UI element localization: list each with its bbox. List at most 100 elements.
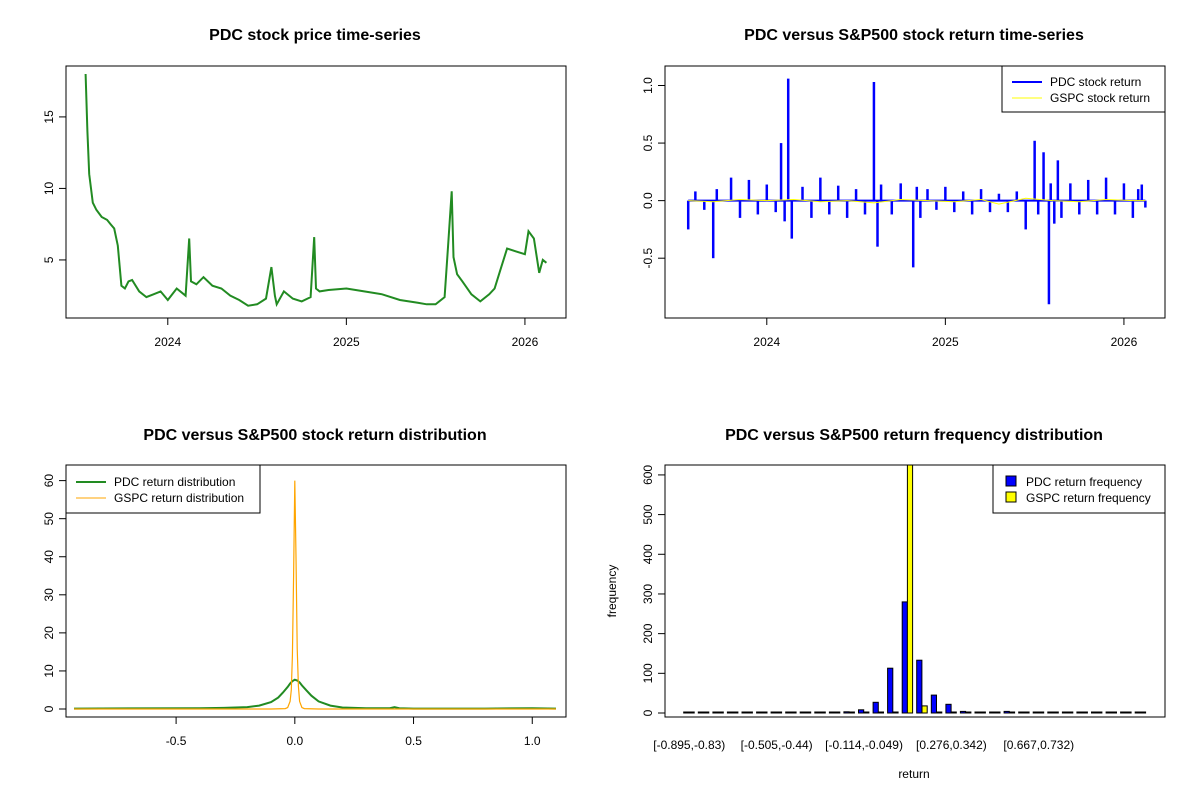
- pdc-frequency-bar: [1091, 711, 1098, 714]
- gspc-frequency-bar: [1139, 711, 1147, 714]
- pdc-frequency-bar: [697, 711, 704, 714]
- distribution-y-tick-label-0: 0: [42, 705, 56, 712]
- return-ts-x-axis: 2024 2025 2026: [753, 318, 1138, 349]
- pdc-frequency-bar: [712, 711, 719, 714]
- pdc-frequency-bar: [741, 711, 748, 714]
- panel-distribution: PDC versus S&P500 stock return distribut…: [42, 427, 567, 748]
- gspc-frequency-bar: [936, 711, 943, 714]
- return-ts-chart-title: PDC versus S&P500 stock return time-seri…: [744, 27, 1084, 44]
- gspc-frequency-bar: [1052, 711, 1059, 714]
- frequency-x-tick-label-0: [-0.895,-0.83): [653, 738, 725, 752]
- return-ts-y-tick-label-0: -0.5: [641, 248, 655, 269]
- pdc-frequency-bar: [828, 711, 836, 714]
- distribution-legend-box: [65, 464, 261, 514]
- frequency-y-axis: 0 100 200 300 400 500 600: [641, 465, 665, 716]
- pdc-frequency-bar: [1120, 711, 1127, 714]
- pdc-frequency-bar: [843, 711, 850, 714]
- gspc-frequency-bar: [979, 711, 986, 714]
- gspc-frequency-bar: [906, 464, 914, 714]
- gspc-frequency-bar: [848, 711, 855, 714]
- distribution-y-axis: 0 10 20 30 40 50 60: [42, 474, 66, 712]
- distribution-y-tick-label-4: 40: [42, 550, 56, 564]
- gspc-frequency-bar: [746, 711, 753, 714]
- frequency-x-tick-label-4: [0.667,0.732): [1003, 738, 1074, 752]
- gspc-frequency-bar: [688, 711, 695, 714]
- gspc-frequency-bar: [732, 711, 739, 714]
- frequency-y-tick-label-1: 100: [641, 663, 655, 683]
- pdc-frequency-bar: [945, 703, 952, 714]
- return-ts-series: [686, 78, 1147, 305]
- frequency-legend-box: [992, 464, 1166, 514]
- distribution-x-tick-label-3: 1.0: [524, 734, 541, 748]
- frequency-y-tick-label-3: 300: [641, 584, 655, 604]
- distribution-chart-title: PDC versus S&P500 stock return distribut…: [143, 427, 486, 444]
- gspc-frequency-bar: [717, 711, 724, 714]
- pdc-density-line: [73, 678, 557, 710]
- return-ts-legend: PDC stock return GSPC stock return: [1001, 65, 1166, 113]
- gspc-frequency-bar: [892, 711, 899, 714]
- pdc-frequency-bar: [1018, 711, 1025, 714]
- gspc-frequency-bar: [1096, 711, 1103, 714]
- return-ts-y-tick-label-2: 0.5: [641, 134, 655, 151]
- pdc-frequency-bar: [1003, 710, 1010, 714]
- frequency-bars: [683, 464, 1147, 714]
- pdc-frequency-bar: [683, 711, 690, 714]
- gspc-frequency-bar: [1067, 711, 1074, 714]
- pdc-frequency-bar: [1105, 711, 1112, 714]
- gspc-frequency-bar: [1008, 711, 1016, 714]
- gspc-frequency-bar: [1038, 711, 1045, 714]
- pdc-frequency-bar: [814, 711, 821, 714]
- frequency-x-axis-label: return: [898, 767, 929, 781]
- price-x-tick-label-2: 2026: [512, 335, 539, 349]
- legend-label-pdc-stock-return: PDC stock return: [1050, 75, 1141, 89]
- pdc-frequency-bar: [872, 701, 879, 714]
- price-x-axis: 2024 2025 2026: [154, 318, 539, 349]
- price-x-tick-label-1: 2025: [333, 335, 360, 349]
- frequency-chart-title: PDC versus S&P500 return frequency distr…: [725, 427, 1103, 444]
- pdc-frequency-bar: [858, 709, 865, 714]
- frequency-x-axis: [-0.895,-0.83) [-0.505,-0.44) [-0.114,-0.0…: [653, 738, 1074, 752]
- pdc-frequency-bar: [974, 711, 981, 714]
- gspc-frequency-bar: [775, 711, 783, 714]
- pdc-frequency-bar: [1032, 711, 1039, 714]
- frequency-y-tick-label-5: 500: [641, 504, 655, 524]
- frequency-x-tick-label-2: [-0.114,-0.049): [825, 738, 903, 752]
- gspc-frequency-bar: [819, 711, 826, 714]
- price-y-tick-label-2: 15: [42, 110, 56, 124]
- pdc-frequency-bar: [959, 710, 967, 714]
- price-chart-title: PDC stock price time-series: [209, 27, 421, 44]
- pdc-frequency-bar: [989, 711, 996, 714]
- price-series: [84, 73, 548, 308]
- gspc-return-line: [688, 197, 1146, 205]
- distribution-x-axis: -0.5 0.0 0.5 1.0: [166, 717, 541, 748]
- pdc-frequency-bar: [726, 711, 734, 714]
- frequency-y-tick-label-6: 600: [641, 465, 655, 485]
- gspc-frequency-bar: [1110, 711, 1118, 714]
- pdc-frequency-bar: [930, 694, 937, 714]
- pdc-frequency-bar: [1061, 711, 1069, 714]
- legend-swatch-gspc-return-frequency: [1005, 491, 1017, 503]
- frequency-y-axis-label: frequency: [605, 565, 619, 618]
- price-plot-frame: [65, 65, 567, 319]
- gspc-frequency-bar: [805, 711, 812, 714]
- distribution-y-tick-label-6: 60: [42, 474, 56, 488]
- panel-frequency: PDC versus S&P500 return frequency distr…: [605, 427, 1166, 781]
- pdc-frequency-bar: [799, 711, 806, 714]
- gspc-frequency-bar: [863, 711, 870, 714]
- pdc-frequency-bar: [1076, 711, 1083, 714]
- gspc-frequency-bar: [921, 705, 928, 714]
- distribution-y-tick-label-2: 20: [42, 626, 56, 640]
- legend-swatch-pdc-return-frequency: [1005, 475, 1017, 487]
- distribution-y-tick-label-1: 10: [42, 664, 56, 678]
- return-ts-x-tick-label-1: 2025: [932, 335, 959, 349]
- gspc-frequency-bar: [1023, 711, 1030, 714]
- distribution-y-tick-label-5: 50: [42, 512, 56, 526]
- gspc-frequency-bar: [1125, 711, 1132, 714]
- frequency-legend: PDC return frequency GSPC return frequen…: [992, 464, 1166, 514]
- distribution-series: [73, 480, 557, 710]
- distribution-x-tick-label-0: -0.5: [166, 734, 187, 748]
- frequency-x-tick-label-1: [-0.505,-0.44): [741, 738, 813, 752]
- pdc-frequency-bar: [756, 711, 763, 714]
